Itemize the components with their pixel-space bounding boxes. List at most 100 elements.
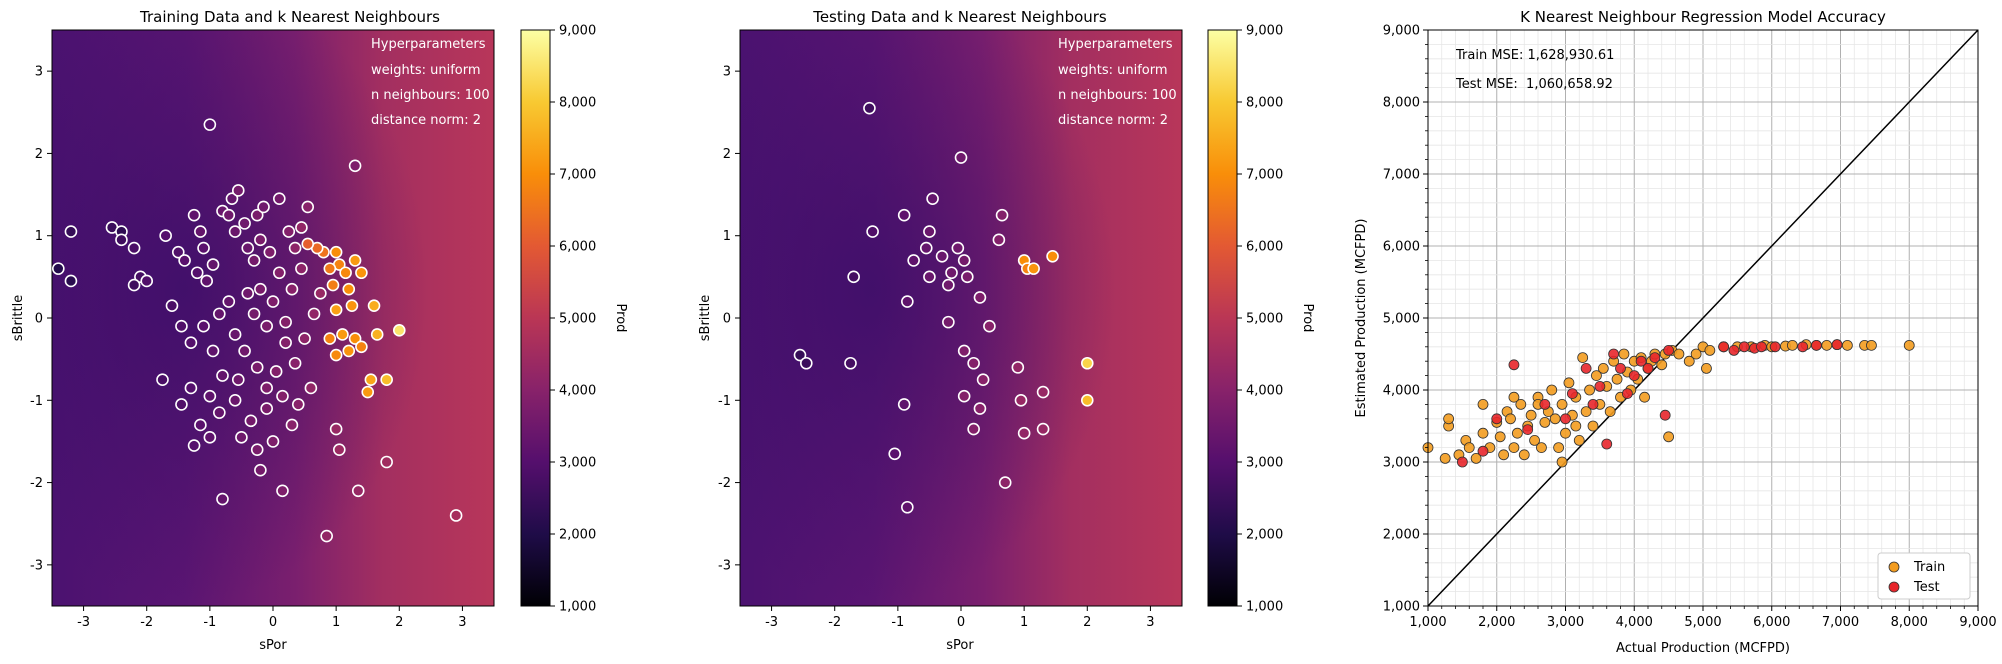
train-point [1656, 359, 1668, 371]
train-point [1525, 409, 1537, 421]
data-point [957, 254, 971, 267]
train-point [1536, 442, 1547, 454]
y-ticks: -3 -2 -1 0 1 2 3 [718, 65, 740, 573]
y-tick-label: 1 [723, 229, 731, 244]
data-point [197, 241, 210, 255]
data-point [228, 225, 242, 238]
train-point [1563, 377, 1575, 389]
y-tick-label: 3 [35, 65, 43, 80]
data-point [799, 356, 813, 370]
train-point [1580, 406, 1592, 418]
data-point [1014, 393, 1028, 407]
data-point [213, 406, 226, 419]
train-point [1866, 339, 1877, 351]
train-point [1591, 370, 1602, 382]
data-point [178, 254, 191, 267]
train-point [1508, 391, 1520, 403]
train-point [1556, 398, 1568, 410]
data-point [323, 262, 337, 275]
data-point [241, 241, 255, 255]
data-point [329, 245, 343, 259]
data-point [197, 319, 210, 333]
data-point [194, 225, 207, 238]
data-point [332, 443, 346, 456]
x-tick-label: -3 [77, 615, 90, 630]
train-point [1570, 420, 1582, 432]
data-point [295, 221, 308, 234]
train-point [1511, 427, 1523, 439]
annotation-hyperparameters: Hyperparameters [371, 37, 486, 52]
data-point [203, 389, 217, 403]
data-point [231, 373, 245, 387]
chart-title: K Nearest Neighbour Regression Model Acc… [1520, 8, 1886, 26]
data-point [175, 319, 188, 333]
data-point [957, 389, 971, 403]
annotation-distance: distance norm: 2 [1058, 113, 1168, 128]
train-point [1903, 339, 1915, 351]
data-point [355, 266, 368, 280]
colorbar-tick-label: 3,000 [1246, 456, 1283, 471]
data-point [1046, 249, 1059, 263]
colorbar [521, 30, 550, 606]
data-point [238, 344, 251, 358]
train-point [1508, 442, 1520, 454]
x-tick-label: 2,000 [1478, 615, 1515, 630]
test-mse-annotation: Test MSE: 1,060,658.92 [1455, 77, 1613, 92]
hyperparameter-annotations: Hyperparameters weights: uniform n neigh… [371, 37, 490, 128]
legend-box [1877, 552, 1971, 600]
y-tick-label: -2 [718, 476, 731, 491]
train-point [1463, 442, 1475, 454]
train-point [1505, 413, 1516, 425]
data-point [260, 319, 273, 333]
colorbar-tick-label: 7,000 [559, 168, 596, 183]
data-point [257, 200, 270, 214]
colorbar-label: Prod [1300, 304, 1315, 333]
data-point [942, 278, 955, 292]
data-point [295, 262, 308, 275]
data-points [793, 101, 1094, 514]
train-point [1821, 339, 1833, 351]
data-point [1080, 393, 1094, 407]
data-point [175, 398, 188, 411]
y-tick-label: 1 [35, 229, 43, 244]
data-point [957, 344, 971, 358]
test-point [1477, 445, 1489, 457]
data-point [187, 439, 201, 452]
x-tick-label: 3 [458, 615, 466, 630]
train-point [1546, 384, 1558, 396]
data-point [213, 307, 226, 321]
train-point [1701, 362, 1712, 374]
x-tick-label: 4,000 [1616, 615, 1653, 630]
y-tick-label: 8,000 [1383, 96, 1420, 111]
data-point [203, 431, 217, 444]
data-point [323, 332, 337, 345]
y-tick-label: 6,000 [1383, 240, 1420, 255]
data-points [52, 118, 463, 543]
data-point [52, 262, 65, 275]
x-tick-label: 1 [1020, 615, 1028, 630]
annotation-weights: weights: uniform [371, 63, 481, 78]
data-point [847, 270, 860, 284]
x-tick-label: 7,000 [1822, 615, 1859, 630]
y-axis-label: sBrittle [698, 295, 713, 341]
train-point [1673, 348, 1685, 360]
test-point [1663, 344, 1675, 356]
data-point [291, 398, 305, 411]
data-point [992, 233, 1006, 247]
train-point [1518, 449, 1530, 461]
colorbar-tick-label: 2,000 [559, 528, 596, 543]
data-point [171, 245, 185, 259]
data-point [301, 237, 315, 251]
train-point [1494, 431, 1506, 443]
test-point [1615, 362, 1626, 374]
data-point [307, 307, 321, 321]
test-point [1728, 344, 1740, 356]
data-point [244, 414, 258, 428]
legend: Train Test [1877, 552, 1971, 600]
test-point [1508, 359, 1520, 371]
test-point [1659, 409, 1671, 421]
data-point [254, 463, 267, 477]
data-point [361, 385, 375, 399]
x-tick-label: 3,000 [1547, 615, 1584, 630]
colorbar-tick-label: 4,000 [559, 384, 596, 399]
